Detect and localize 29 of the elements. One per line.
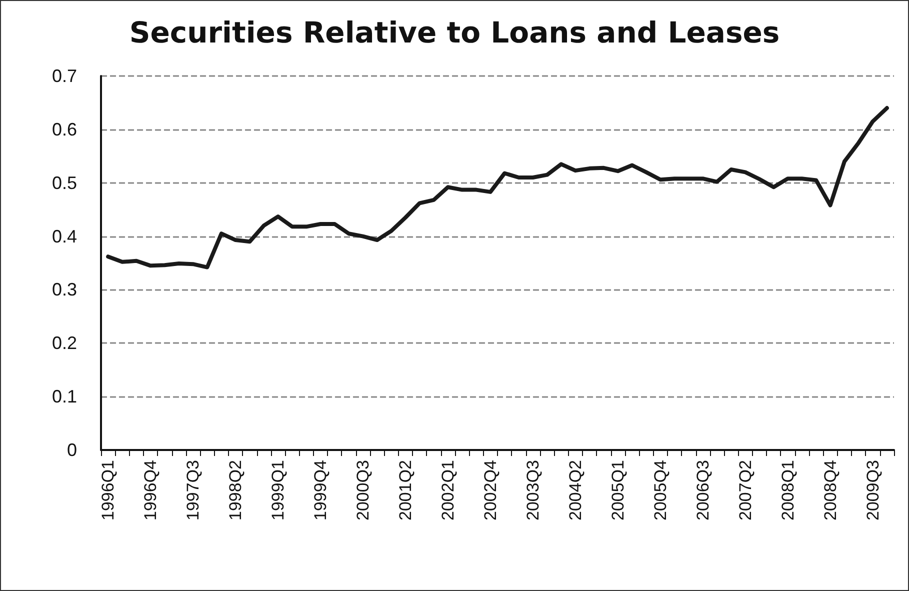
x-tick-label: 2001Q2 xyxy=(396,460,415,520)
x-tick-label: 1998Q2 xyxy=(226,460,246,520)
y-tick-label: 0 xyxy=(66,440,77,460)
y-tick-label: 0.6 xyxy=(52,119,77,140)
x-tick-label: 1996Q4 xyxy=(141,460,160,520)
x-tick-label: 2006Q3 xyxy=(693,460,712,520)
y-tick-label: 0.3 xyxy=(52,280,77,300)
x-tick-label: 2000Q3 xyxy=(353,460,372,520)
x-tick-label: 1996Q1 xyxy=(98,460,118,520)
y-tick-label: 0.7 xyxy=(52,66,77,86)
x-tick-label: 2003Q3 xyxy=(523,460,542,520)
chart-title: Securities Relative to Loans and Leases xyxy=(129,16,780,50)
x-tick-label: 2008Q4 xyxy=(820,460,840,520)
x-tick-label: 2002Q1 xyxy=(438,460,458,520)
x-tick-label: 1999Q1 xyxy=(268,460,288,520)
x-tick-label: 2004Q2 xyxy=(566,460,585,520)
y-tick-label: 0.2 xyxy=(52,333,77,354)
x-tick-label: 1997Q3 xyxy=(184,460,203,520)
line-series xyxy=(106,106,889,270)
x-tick-label: 1999Q4 xyxy=(310,460,330,520)
x-tick-label: 2002Q4 xyxy=(480,460,500,520)
y-tick-label: 0.1 xyxy=(52,386,77,407)
y-tick-label: 0.5 xyxy=(52,172,77,193)
x-tick-label: 2005Q4 xyxy=(650,460,670,520)
x-tick-label: 2008Q1 xyxy=(778,460,798,520)
y-tick-label: 0.4 xyxy=(52,226,77,246)
x-tick-label: 2005Q1 xyxy=(608,460,628,520)
x-tick-label: 2009Q3 xyxy=(863,460,882,520)
x-tick-label: 2007Q2 xyxy=(736,460,755,520)
